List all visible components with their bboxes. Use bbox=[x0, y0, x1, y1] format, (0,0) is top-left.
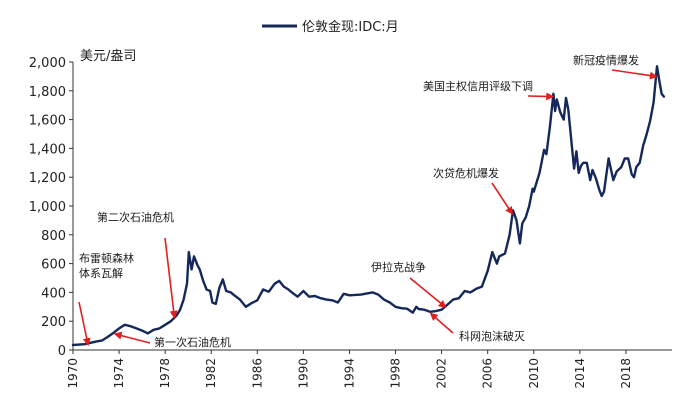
annotation-arrow bbox=[409, 277, 447, 309]
annotation-label: 次贷危机爆发 bbox=[433, 166, 499, 180]
x-tick-label: 1974 bbox=[112, 358, 126, 389]
y-tick-label: 1,200 bbox=[29, 171, 66, 186]
y-tick-label: 0 bbox=[58, 344, 66, 359]
legend: 伦敦金现:IDC:月 bbox=[262, 19, 399, 35]
y-tick-label: 1,600 bbox=[29, 114, 66, 129]
annotation-label: 伊拉克战争 bbox=[371, 260, 426, 274]
annotation-label: 新冠疫情爆发 bbox=[573, 53, 639, 67]
x-tick-label: 1998 bbox=[389, 358, 403, 389]
y-tick-label: 2,000 bbox=[29, 56, 66, 71]
y-tick-label: 200 bbox=[41, 315, 66, 330]
y-tick-label: 400 bbox=[41, 286, 66, 301]
x-tick-label: 1994 bbox=[342, 358, 356, 389]
y-tick-label: 1,000 bbox=[29, 200, 66, 215]
x-tick-label: 1990 bbox=[296, 358, 310, 389]
annotation-label: 布雷顿森林 bbox=[79, 251, 134, 265]
annotation-label: 美国主权信用评级下调 bbox=[423, 80, 533, 93]
y-axis-ticks: 0 200 400 600 800 1,000 1,200 1,400 1,600 1,800 2,… bbox=[29, 56, 73, 359]
x-tick-label: 1982 bbox=[204, 358, 218, 389]
x-tick-label: 2018 bbox=[619, 358, 633, 389]
annotation-arrow bbox=[527, 92, 555, 101]
annotation-label: 体系瓦解 bbox=[79, 266, 123, 280]
legend-label: 伦敦金现:IDC:月 bbox=[302, 19, 399, 35]
annotation-label: 科网泡沫破灭 bbox=[459, 329, 525, 343]
y-axis-unit-label: 美元/盎司 bbox=[80, 49, 136, 64]
y-tick-label: 800 bbox=[41, 229, 66, 244]
x-tick-label: 1986 bbox=[250, 358, 264, 389]
y-tick-label: 1,400 bbox=[29, 142, 66, 157]
annotation-arrow bbox=[78, 301, 91, 347]
annotation-arrow bbox=[611, 69, 658, 80]
gold-price-line bbox=[71, 65, 666, 347]
annotation-label: 第二次石油危机 bbox=[97, 210, 174, 224]
annotation-arrow bbox=[113, 331, 151, 344]
y-tick-label: 1,800 bbox=[29, 85, 66, 100]
annotation-arrow bbox=[429, 312, 454, 334]
y-tick-label: 600 bbox=[41, 258, 66, 273]
annotation-arrow bbox=[164, 237, 178, 319]
x-tick-label: 2010 bbox=[527, 358, 541, 389]
x-tick-label: 2006 bbox=[481, 358, 495, 389]
x-tick-label: 2014 bbox=[573, 358, 587, 389]
annotation-arrow bbox=[491, 182, 513, 215]
x-tick-label: 1978 bbox=[158, 358, 172, 389]
x-axis-ticks: 1970 1974 1978 1982 1986 1990 1994 1998 2002 2006… bbox=[66, 350, 633, 389]
x-tick-label: 2002 bbox=[435, 358, 449, 389]
x-tick-label: 1970 bbox=[66, 358, 80, 389]
annotation-label: 第一次石油危机 bbox=[154, 335, 231, 349]
